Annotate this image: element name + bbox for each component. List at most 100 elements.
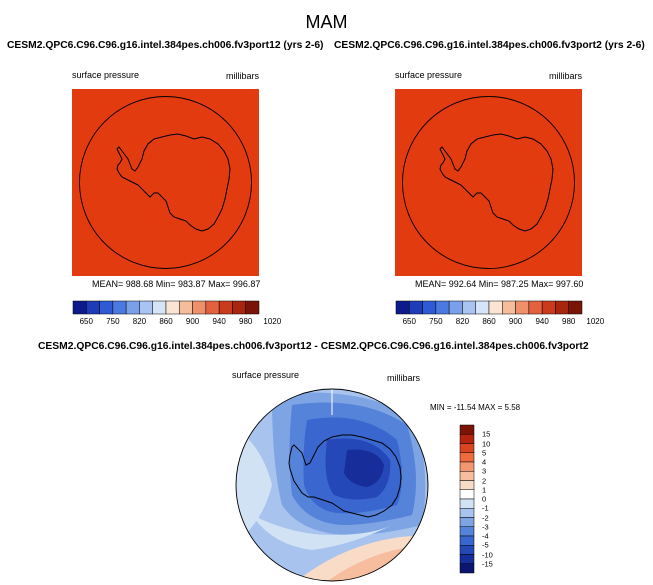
diff-colorbar-tick-label: 3 <box>482 466 487 476</box>
panel2-variable-label: surface pressure <box>395 70 463 80</box>
colorbar-tick-label: 650 <box>79 317 93 326</box>
diff-colorbar-swatch <box>459 471 475 481</box>
colorbar-tick-label: 860 <box>159 317 173 326</box>
diff-colorbar <box>459 424 475 574</box>
colorbar-tick-label: 750 <box>106 317 120 326</box>
colorbar-swatch <box>192 300 207 315</box>
panel1-case-title: CESM2.QPC6.C96.C96.g16.intel.384pes.ch00… <box>7 40 324 51</box>
colorbar-tick-label: 980 <box>239 317 253 326</box>
diff-colorbar-swatch <box>459 434 475 444</box>
diff-colorbar-swatch <box>459 461 475 472</box>
colorbar-swatch <box>99 300 114 315</box>
diff-colorbar-swatch <box>459 424 475 435</box>
colorbar-swatch <box>125 300 140 315</box>
colorbar-swatch <box>515 300 530 315</box>
diff-colorbar-tick-label: 10 <box>482 439 491 448</box>
diff-antarctica-coastline <box>288 434 402 518</box>
colorbar-swatch <box>218 300 233 315</box>
figure-title: MAM <box>305 12 348 32</box>
diff-colorbar-tick-label: -15 <box>482 559 493 569</box>
colorbar-swatch <box>502 300 516 315</box>
diff-colorbar-tick-label: 1 <box>482 485 487 495</box>
panel1-map <box>72 89 259 276</box>
colorbar-swatch <box>435 300 450 315</box>
diff-colorbar-tick-label: 2 <box>482 476 487 485</box>
colorbar-swatch <box>179 300 193 315</box>
diff-colorbar-tick-label: 0 <box>482 494 487 504</box>
diff-colorbar-swatch <box>459 526 475 537</box>
colorbar-swatch <box>568 300 583 315</box>
colorbar-tick-label: 1020 <box>263 317 282 326</box>
diff-colorbar-tick-label: 4 <box>482 457 487 467</box>
diff-variable-label: surface pressure <box>232 370 300 380</box>
colorbar-swatch <box>72 300 87 315</box>
diff-field-pos-4 <box>382 563 428 581</box>
colorbar-tick-label: 750 <box>429 317 443 326</box>
colorbar-tick-label: 900 <box>185 317 200 326</box>
panel2-stats: MEAN= 992.64 Min= 987.25 Max= 997.60 <box>415 279 584 289</box>
panel2-globe-boundary <box>402 96 575 269</box>
colorbar-tick-label: 820 <box>132 317 147 326</box>
diff-colorbar-tick-label: -4 <box>482 531 489 541</box>
colorbar-tick-label: 980 <box>562 317 576 326</box>
diff-map <box>235 388 429 582</box>
colorbar-swatch <box>475 300 490 315</box>
diff-title: CESM2.QPC6.C96.C96.g16.intel.384pes.ch00… <box>38 341 589 352</box>
colorbar-swatch <box>112 300 127 315</box>
colorbar-swatch <box>245 300 260 315</box>
panel2-colorbar <box>395 300 583 315</box>
diff-colorbar-swatch <box>459 443 475 453</box>
colorbar-swatch <box>139 300 153 315</box>
colorbar-tick-label: 900 <box>508 317 523 326</box>
colorbar-swatch <box>448 300 463 315</box>
panel1-globe-boundary <box>79 96 252 269</box>
colorbar-tick-label: 1020 <box>586 317 605 326</box>
diff-field-band-minus15 <box>344 449 384 487</box>
diff-colorbar-tick-label: -10 <box>482 550 493 559</box>
diff-units-label: millibars <box>387 373 421 383</box>
colorbar-swatch <box>165 300 180 315</box>
panel1-field-fill <box>72 89 259 276</box>
diff-field-light-west <box>236 425 272 545</box>
colorbar-swatch <box>86 300 100 315</box>
colorbar-tick-label: 650 <box>402 317 416 326</box>
diff-colorbar-swatch <box>459 498 475 509</box>
panel2-map <box>395 89 582 276</box>
diff-colorbar-tick-label: -2 <box>482 513 489 522</box>
panel1-antarctica-coastline <box>116 133 231 232</box>
panel2-field-fill <box>395 89 582 276</box>
diff-colorbar-tick-label: -5 <box>482 540 489 550</box>
diff-colorbar-swatch <box>459 517 475 527</box>
colorbar-swatch <box>395 300 410 315</box>
colorbar-swatch <box>555 300 569 315</box>
panel1-units-label: millibars <box>226 71 260 81</box>
colorbar-swatch <box>528 300 543 315</box>
panel2-units-label: millibars <box>549 71 583 81</box>
diff-minmax-stats: MIN = -11.54 MAX = 5.58 <box>430 403 521 412</box>
colorbar-swatch <box>205 300 220 315</box>
colorbar-swatch <box>541 300 556 315</box>
colorbar-swatch <box>152 300 167 315</box>
panel1-variable-label: surface pressure <box>72 70 140 80</box>
colorbar-swatch <box>409 300 423 315</box>
colorbar-tick-label: 940 <box>535 317 549 326</box>
diff-colorbar-swatch <box>459 508 475 518</box>
colorbar-tick-label: 860 <box>482 317 496 326</box>
diff-colorbar-swatch <box>459 452 475 463</box>
colorbar-swatch <box>488 300 503 315</box>
panel1-stats: MEAN= 988.68 Min= 983.87 Max= 996.87 <box>92 279 261 289</box>
diff-colorbar-swatch <box>459 554 475 564</box>
diff-colorbar-tick-label: 5 <box>482 448 487 458</box>
panel1-colorbar <box>72 300 260 315</box>
colorbar-tick-label: 940 <box>212 317 226 326</box>
diff-colorbar-swatch <box>459 480 475 490</box>
diff-colorbar-tick-label: -3 <box>482 522 489 532</box>
diff-colorbar-tick-label: -1 <box>482 503 489 513</box>
diff-colorbar-swatch <box>459 563 475 574</box>
colorbar-swatch <box>232 300 246 315</box>
colorbar-swatch <box>422 300 437 315</box>
panel2-antarctica-coastline <box>439 133 554 232</box>
diff-field-neutral-band <box>252 515 392 550</box>
diff-colorbar-swatch <box>459 535 475 546</box>
diff-colorbar-tick-label: 15 <box>482 429 491 439</box>
